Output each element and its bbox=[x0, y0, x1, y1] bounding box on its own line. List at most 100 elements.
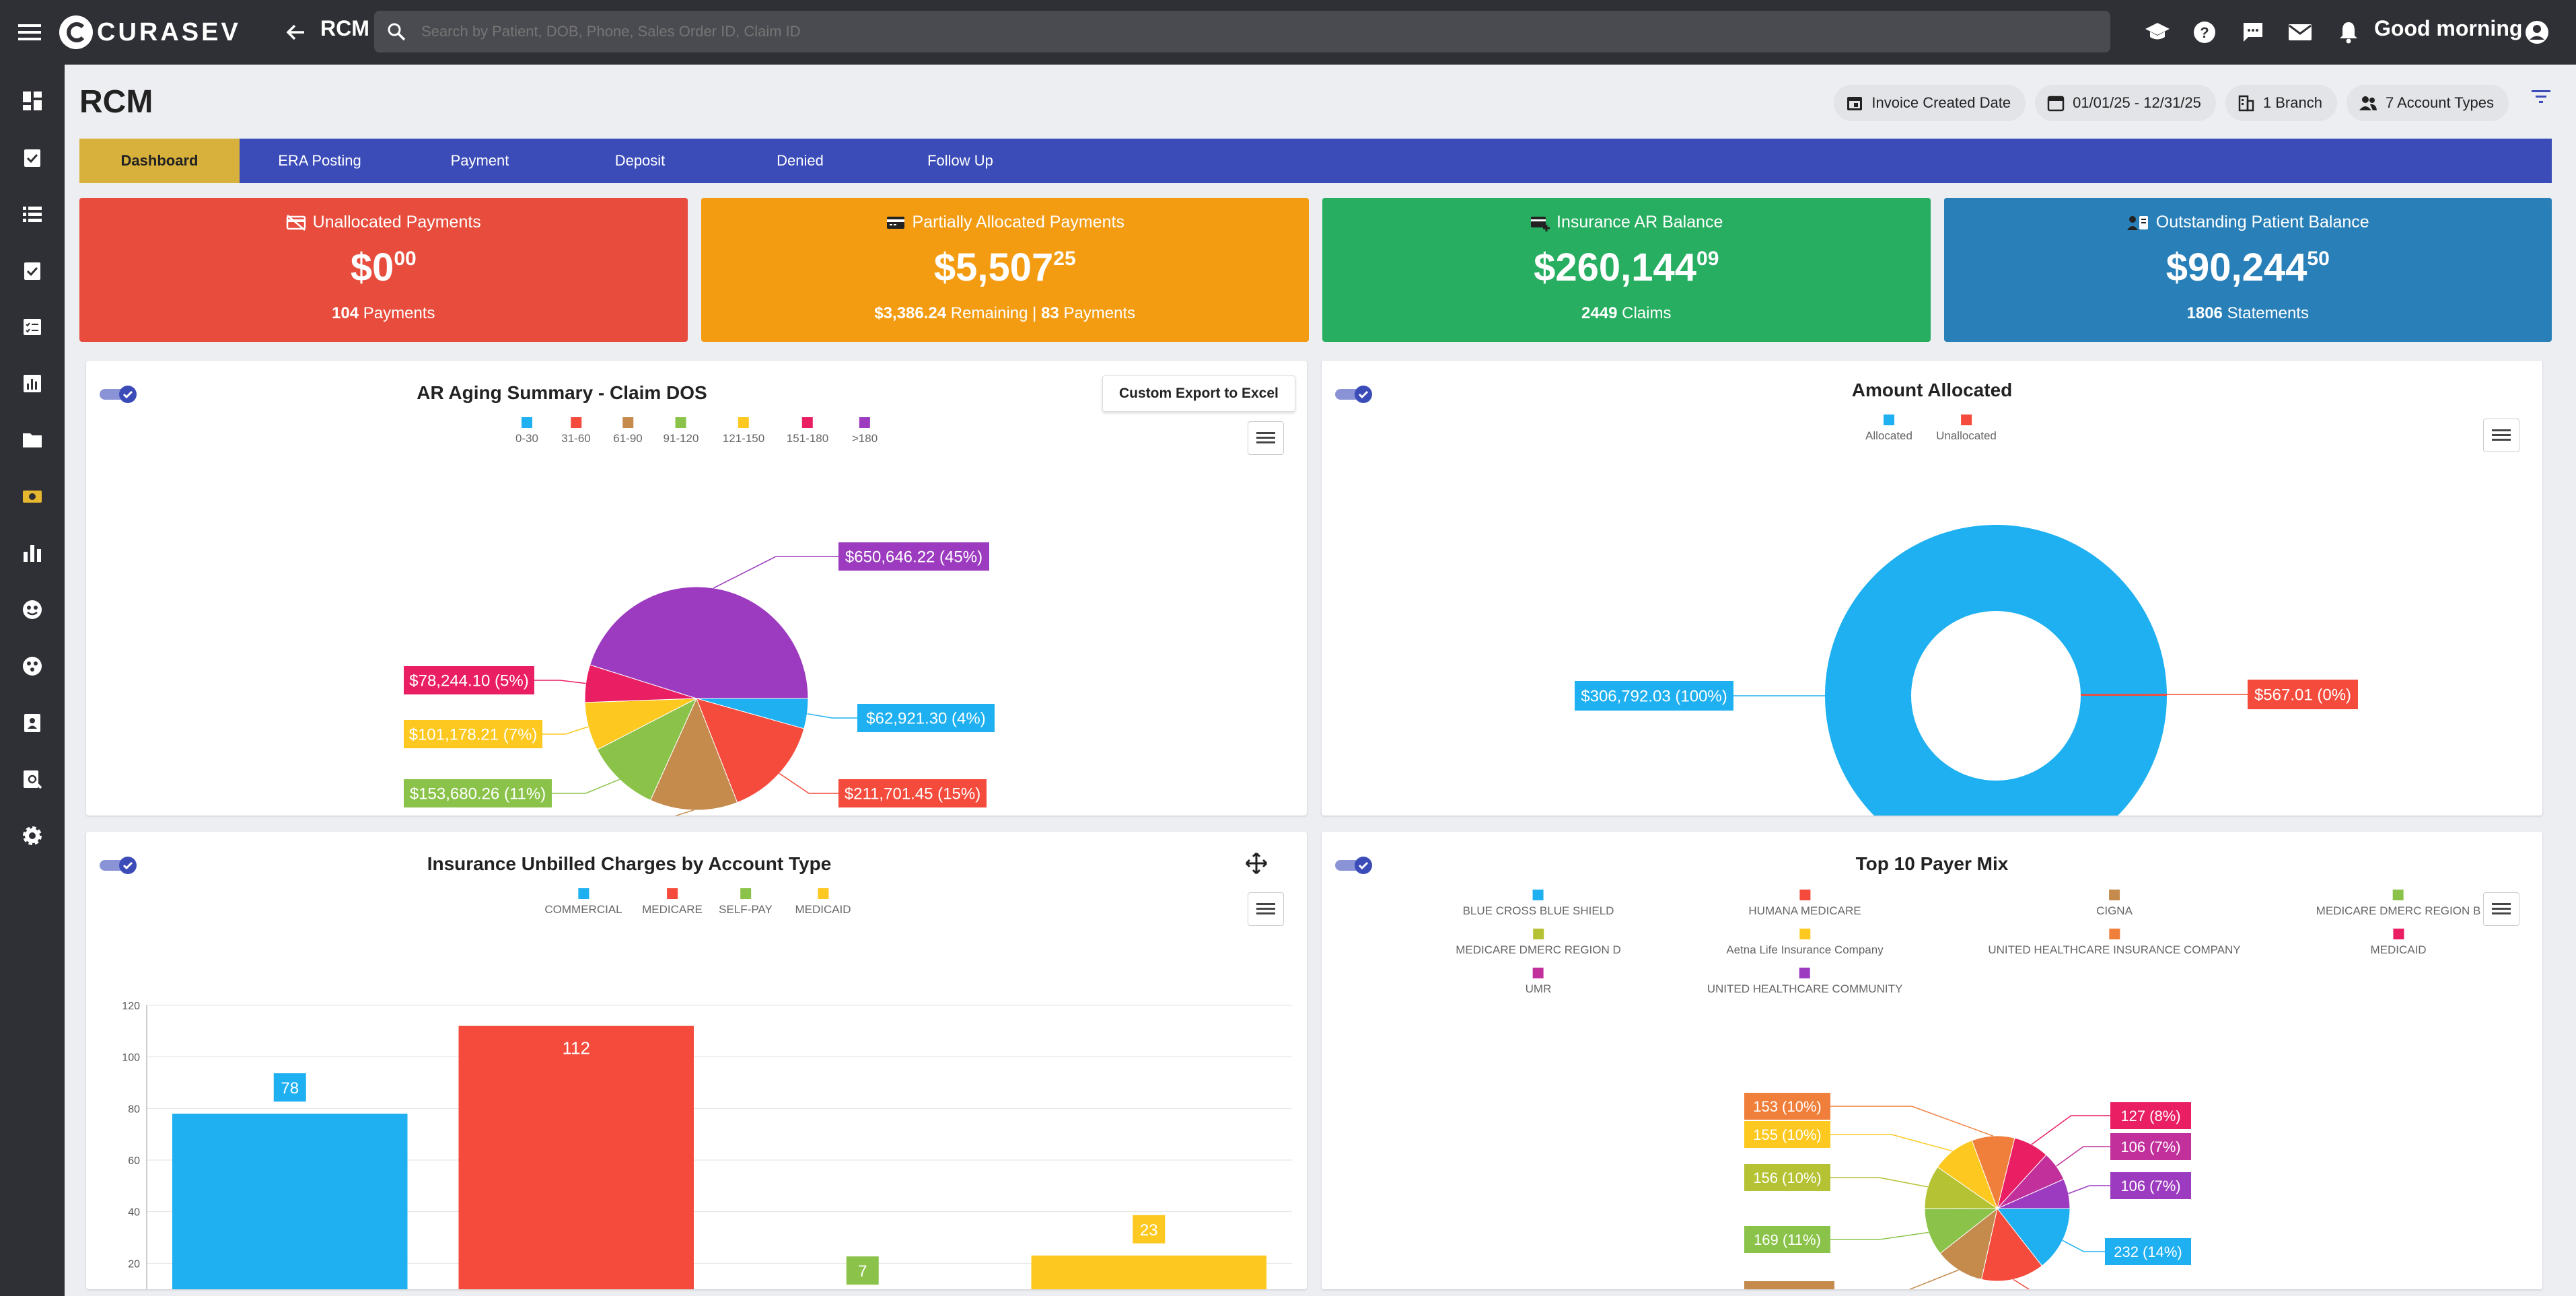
sidebar-item-dashboard[interactable] bbox=[16, 85, 48, 117]
legend-item[interactable]: COMMERCIAL bbox=[544, 888, 622, 916]
branch-chip[interactable]: 1 Branch bbox=[2225, 85, 2337, 121]
connector-line bbox=[2056, 1146, 2110, 1167]
pie-slice bbox=[596, 697, 698, 801]
tab-denied[interactable]: Denied bbox=[777, 152, 824, 169]
svg-text:$62,921.30 (4%): $62,921.30 (4%) bbox=[866, 710, 985, 728]
chart-menu-button[interactable] bbox=[2483, 892, 2519, 926]
folder-icon bbox=[23, 433, 42, 447]
legend-item[interactable]: MEDICARE DMERC REGION B bbox=[2316, 890, 2480, 918]
outstanding-patient-balance-card[interactable]: Outstanding Patient Balance $90,24450 18… bbox=[1943, 198, 2552, 342]
insurance-ar-balance-card[interactable]: Insurance AR Balance $260,14409 2449 Cla… bbox=[1322, 198, 1931, 342]
sidebar-item-search[interactable] bbox=[16, 763, 48, 795]
tab-follow-up[interactable]: Follow Up bbox=[927, 152, 993, 169]
panel-toggle[interactable] bbox=[100, 385, 137, 404]
school-icon[interactable] bbox=[2144, 19, 2171, 46]
chart-menu-button[interactable] bbox=[1248, 892, 1284, 926]
legend-item[interactable]: Allocated bbox=[1865, 415, 1912, 443]
unallocated-payments-card[interactable]: Unallocated Payments $000 104 Payments bbox=[79, 198, 688, 342]
panel-title: Top 10 Payer Mix bbox=[1855, 853, 2009, 874]
legend-item[interactable]: HUMANA MEDICARE bbox=[1748, 890, 1861, 918]
tab-dashboard[interactable]: Dashboard bbox=[79, 139, 240, 183]
custom-export-button[interactable]: Custom Export to Excel bbox=[1102, 375, 1295, 412]
search-input[interactable] bbox=[420, 22, 2038, 41]
tab-deposit[interactable]: Deposit bbox=[614, 152, 666, 169]
legend-item[interactable]: MEDICAID bbox=[2370, 929, 2427, 957]
bar-chart-box-icon bbox=[24, 375, 41, 392]
sidebar-item-list[interactable] bbox=[16, 198, 48, 230]
legend-item[interactable]: Aetna Life Insurance Company bbox=[1726, 929, 1884, 957]
tab-era-posting[interactable]: ERA Posting bbox=[278, 152, 361, 169]
account-types-chip[interactable]: 7 Account Types bbox=[2346, 85, 2509, 121]
sidebar-item-contacts[interactable] bbox=[16, 707, 48, 739]
search-bar[interactable] bbox=[374, 11, 2110, 52]
legend-item[interactable]: 121-150 bbox=[723, 417, 764, 445]
legend-item[interactable]: 0-30 bbox=[515, 417, 538, 445]
legend-item[interactable]: BLUE CROSS BLUE SHIELD bbox=[1463, 890, 1614, 918]
sidebar-item-reports[interactable] bbox=[16, 367, 48, 400]
y-tick-label: 20 bbox=[128, 1258, 140, 1270]
mail-icon[interactable] bbox=[2287, 19, 2314, 46]
legend-item[interactable]: 91-120 bbox=[664, 417, 699, 445]
legend-item[interactable]: MEDICAID bbox=[795, 888, 851, 916]
back-arrow-icon[interactable] bbox=[281, 17, 311, 47]
sidebar-item-documents[interactable] bbox=[16, 424, 48, 456]
legend-item[interactable]: >180 bbox=[852, 417, 878, 445]
legend-item[interactable]: UMR bbox=[1526, 968, 1551, 996]
legend-item[interactable]: MEDICARE DMERC REGION D bbox=[1456, 929, 1621, 957]
svg-text:$211,701.45 (15%): $211,701.45 (15%) bbox=[845, 785, 980, 803]
brand-logo[interactable]: CURASEV bbox=[59, 15, 241, 50]
sidebar-item-checklist[interactable] bbox=[16, 311, 48, 343]
analytics-icon bbox=[24, 545, 41, 562]
connector-line bbox=[2013, 1279, 2030, 1289]
sidebar-item-orders[interactable] bbox=[16, 254, 48, 287]
data-label: $153,680.26 (11%) bbox=[404, 779, 552, 807]
svg-text:106 (7%): 106 (7%) bbox=[2120, 1178, 2180, 1194]
y-tick-label: 120 bbox=[122, 1001, 140, 1012]
legend-item[interactable]: UNITED HEALTHCARE COMMUNITY bbox=[1707, 968, 1902, 996]
legend-item[interactable]: 151-180 bbox=[787, 417, 828, 445]
summary-cards: Unallocated Payments $000 104 Payments P… bbox=[79, 198, 2552, 342]
account-types-label: 7 Account Types bbox=[2385, 94, 2494, 111]
panel-toggle[interactable] bbox=[1335, 856, 1373, 875]
data-label: $211,701.45 (15%) bbox=[838, 779, 987, 807]
date-type-chip[interactable]: Invoice Created Date bbox=[1834, 85, 2026, 121]
chart-menu-button[interactable] bbox=[2483, 419, 2519, 452]
sidebar-item-tasks[interactable] bbox=[16, 141, 48, 174]
bar bbox=[458, 1025, 694, 1289]
hamburger-menu-icon[interactable] bbox=[16, 20, 43, 44]
filter-icon[interactable] bbox=[2530, 87, 2552, 110]
account-circle-icon[interactable] bbox=[2522, 17, 2552, 47]
tab-payment[interactable]: Payment bbox=[450, 152, 509, 169]
card-amount: $90,24450 bbox=[2166, 246, 2330, 289]
legend-item[interactable]: 31-60 bbox=[561, 417, 591, 445]
legend-item[interactable]: 61-90 bbox=[613, 417, 643, 445]
panel-toggle[interactable] bbox=[1335, 385, 1373, 404]
notification-bell-icon[interactable] bbox=[2335, 19, 2362, 46]
payments-icon bbox=[23, 491, 42, 503]
sidebar-item-support[interactable] bbox=[16, 593, 48, 626]
sidebar-item-analytics[interactable] bbox=[16, 537, 48, 569]
legend-item[interactable]: SELF-PAY bbox=[719, 888, 773, 916]
chat-icon[interactable] bbox=[2240, 19, 2266, 46]
data-label: $567.01 (0%) bbox=[2248, 680, 2358, 709]
greeting-text: Good morning bbox=[2374, 16, 2523, 40]
chart-legend: COMMERCIAL MEDICARE SELF-PAY MEDICAID bbox=[86, 888, 1307, 922]
panel-toggle[interactable] bbox=[100, 856, 137, 875]
date-range-chip[interactable]: 01/01/25 - 12/31/25 bbox=[2035, 85, 2216, 121]
data-label: 153 (10%) bbox=[1744, 1093, 1830, 1120]
sidebar-item-team[interactable] bbox=[16, 650, 48, 682]
help-icon[interactable]: ? bbox=[2191, 19, 2218, 46]
data-label: 169 (11%) bbox=[1744, 1226, 1830, 1253]
drag-move-icon[interactable] bbox=[1245, 852, 1268, 875]
legend-item[interactable]: MEDICARE bbox=[642, 888, 703, 916]
page-title: RCM bbox=[79, 84, 153, 120]
y-tick-label: 40 bbox=[128, 1207, 140, 1219]
chart-menu-button[interactable] bbox=[1248, 421, 1284, 455]
legend-item[interactable]: UNITED HEALTHCARE INSURANCE COMPANY bbox=[1988, 929, 2241, 957]
sidebar-item-settings[interactable] bbox=[16, 820, 48, 852]
legend-item[interactable]: CIGNA bbox=[2096, 890, 2133, 918]
partially-allocated-payments-card[interactable]: Partially Allocated Payments $5,50725 $3… bbox=[701, 198, 1309, 342]
legend-item[interactable]: Unallocated bbox=[1936, 415, 1997, 443]
sidebar-item-rcm[interactable] bbox=[16, 480, 48, 513]
card-subtext: 104 Payments bbox=[332, 304, 435, 322]
